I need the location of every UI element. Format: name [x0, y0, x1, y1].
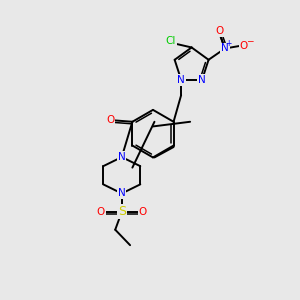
Text: N: N	[118, 152, 126, 162]
Text: O: O	[215, 26, 224, 36]
Text: O: O	[97, 207, 105, 217]
Text: N: N	[118, 188, 126, 199]
Text: O: O	[106, 115, 114, 125]
Text: +: +	[226, 39, 232, 48]
Text: N: N	[221, 44, 229, 53]
Text: O: O	[239, 40, 248, 50]
Text: S: S	[118, 206, 126, 218]
Text: N: N	[198, 75, 206, 85]
Text: N: N	[177, 75, 185, 85]
Text: O: O	[139, 207, 147, 217]
Text: Cl: Cl	[166, 36, 176, 46]
Text: −: −	[246, 36, 254, 45]
